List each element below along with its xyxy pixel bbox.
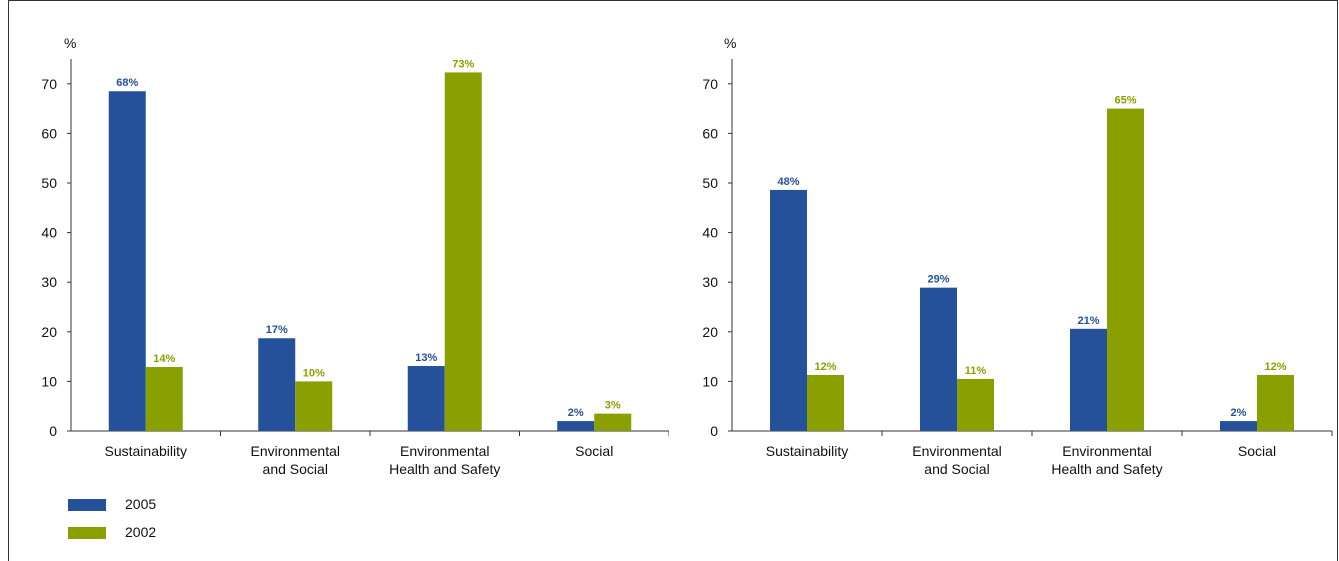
- chart-1-data-label-2002: 12%: [1264, 361, 1286, 373]
- chart-1-category-label-line: Health and Safety: [1051, 461, 1162, 477]
- chart-0-data-label-2002: 73%: [452, 58, 474, 70]
- chart-0-bar-2002: [295, 381, 333, 431]
- chart-0-y-tick-label: 60: [41, 125, 57, 141]
- chart-0-bar-2002: [594, 413, 632, 431]
- chart-0-category-label-line: and Social: [263, 461, 328, 477]
- chart-0-y-tick-label: 70: [41, 76, 57, 92]
- chart-0-data-label-2002: 14%: [153, 353, 175, 365]
- chart-0-data-label-2005: 2%: [568, 407, 584, 419]
- chart-1-bar-2002: [1257, 374, 1294, 431]
- legend-label-2005: 2005: [125, 496, 157, 512]
- chart-1-category-label: Social: [1238, 443, 1276, 459]
- legend-item-2002: 2002: [68, 524, 188, 544]
- chart-0-category-label: Environmental and Social: [251, 443, 341, 477]
- chart-1-data-label-2005: 29%: [927, 274, 949, 286]
- legend-label-2002: 2002: [125, 524, 157, 540]
- chart-0-category-label-line: Environmental: [400, 443, 490, 459]
- chart-0-data-label-2005: 68%: [116, 77, 138, 89]
- chart-1-category-label-line: Environmental: [1062, 443, 1152, 459]
- chart-1-bar-2005: [1220, 421, 1257, 431]
- chart-1-bar-2002: [1107, 108, 1144, 431]
- chart-1-bar-2002: [957, 378, 994, 431]
- chart-1-y-tick-label: 30: [702, 274, 718, 290]
- chart-1-y-tick-label: 70: [702, 76, 718, 92]
- chart-0-bar-2005: [407, 366, 445, 431]
- chart-1-data-label-2002: 11%: [965, 365, 987, 377]
- chart-1-y-tick-label: 40: [702, 225, 718, 241]
- chart-1-data-label-2002: 65%: [1114, 95, 1136, 107]
- chart-2005-vs-2002-right: % 0 10 20 30 40 50 60 70 Sustainability 48% 12% Envi…: [702, 35, 1333, 477]
- chart-1-y-tick-label: 10: [702, 373, 718, 389]
- chart-1-category-label-line: and Social: [924, 461, 989, 477]
- chart-1-y-axis-label: %: [724, 35, 736, 51]
- chart-1-y-tick-label: 50: [702, 175, 718, 191]
- legend-item-2005: 2005: [68, 496, 188, 516]
- chart-2005-vs-2002-left: % 0 10 20 30 40 50 60 70 Sustainability 68% 14% Envi…: [41, 35, 669, 477]
- legend-swatch-2002: [68, 527, 106, 539]
- chart-0-category-label-line: Sustainability: [105, 443, 188, 459]
- chart-0-category-label: Sustainability: [105, 443, 188, 459]
- chart-0-y-tick-label: 30: [41, 274, 57, 290]
- chart-0-y-axis-label: %: [64, 35, 76, 51]
- chart-0-data-label-2002: 3%: [605, 400, 621, 412]
- chart-0-category-label-line: Health and Safety: [389, 461, 500, 477]
- chart-0-category-label-line: Environmental: [251, 443, 341, 459]
- chart-1-category-label-line: Sustainability: [766, 443, 849, 459]
- chart-1-category-label-line: Social: [1238, 443, 1276, 459]
- chart-0-y-tick-label: 20: [41, 324, 57, 340]
- chart-1-data-label-2002: 12%: [814, 361, 836, 373]
- legend-swatch-2005: [68, 499, 106, 511]
- chart-1-bar-2005: [920, 287, 957, 431]
- chart-0-y-tick-label: 10: [41, 373, 57, 389]
- chart-0-bar-2005: [258, 338, 296, 431]
- chart-0-y-tick-label: 50: [41, 175, 57, 191]
- chart-1-bar-2005: [1070, 328, 1107, 431]
- chart-1-category-label: Sustainability: [766, 443, 849, 459]
- chart-0-category-label: Environmental Health and Safety: [389, 443, 500, 477]
- chart-0-y-tick-label: 40: [41, 225, 57, 241]
- chart-1-data-label-2005: 21%: [1077, 315, 1099, 327]
- chart-1-category-label-line: Environmental: [912, 443, 1002, 459]
- chart-1-data-label-2005: 2%: [1231, 407, 1247, 419]
- chart-1-bar-2005: [770, 189, 807, 431]
- chart-1-y-tick-label: 0: [710, 423, 718, 439]
- chart-1-category-label: Environmental Health and Safety: [1051, 443, 1162, 477]
- chart-0-bar-2005: [557, 421, 595, 431]
- chart-1-y-tick-label: 20: [702, 324, 718, 340]
- chart-0-data-label-2002: 10%: [303, 367, 325, 379]
- chart-0-y-tick-label: 0: [49, 423, 57, 439]
- chart-0-data-label-2005: 13%: [415, 352, 437, 364]
- chart-0-bar-2002: [444, 72, 482, 431]
- chart-0-category-label: Social: [575, 443, 613, 459]
- chart-1-category-label: Environmental and Social: [912, 443, 1002, 477]
- chart-0-data-label-2005: 17%: [266, 324, 288, 336]
- chart-0-bar-2005: [108, 91, 146, 432]
- chart-1-data-label-2005: 48%: [777, 176, 799, 188]
- chart-0-bar-2002: [145, 367, 183, 431]
- chart-1-bar-2002: [807, 374, 844, 431]
- chart-1-y-tick-label: 60: [702, 125, 718, 141]
- chart-0-category-label-line: Social: [575, 443, 613, 459]
- figure-border: [8, 0, 1338, 561]
